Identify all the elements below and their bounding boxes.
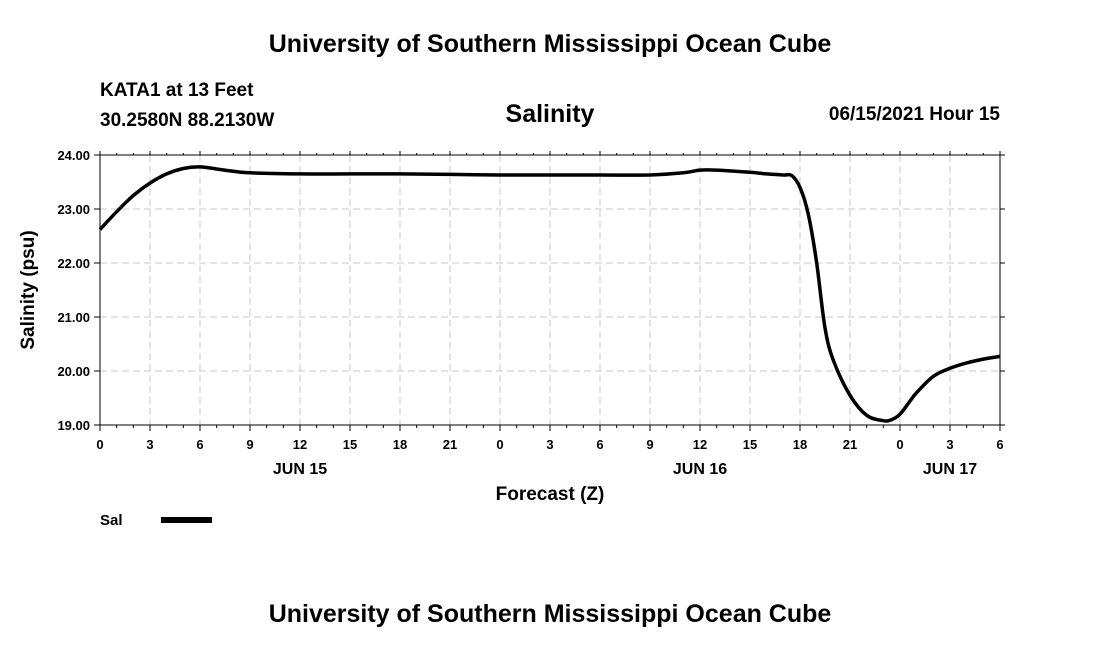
- x-tick-label: 0: [96, 437, 103, 452]
- x-tick-label: 12: [693, 437, 707, 452]
- x-tick-label: 21: [843, 437, 857, 452]
- x-tick-label: 12: [293, 437, 307, 452]
- day-label: JUN 15: [273, 461, 327, 478]
- y-axis-label: Salinity (psu): [18, 230, 39, 349]
- forecast-datetime: 06/15/2021 Hour 15: [828, 104, 1000, 125]
- y-tick-label: 24.00: [57, 148, 90, 163]
- x-tick-label: 6: [996, 437, 1003, 452]
- x-tick-label: 18: [393, 437, 407, 452]
- station-coordinates: 30.2580N 88.2130W: [100, 110, 275, 131]
- x-tick-label: 9: [246, 437, 253, 452]
- station-info: KATA1 at 13 Feet 30.2580N 88.2130W: [100, 76, 274, 136]
- day-label: JUN 17: [923, 461, 977, 478]
- x-tick-label: 0: [496, 437, 503, 452]
- top-title: University of Southern Mississippi Ocean…: [268, 30, 832, 58]
- x-tick-label: 6: [596, 437, 603, 452]
- x-tick-label: 15: [743, 437, 757, 452]
- x-tick-label: 9: [646, 437, 653, 452]
- day-label: JUN 16: [673, 461, 727, 478]
- x-tick-label: 0: [896, 437, 903, 452]
- x-tick-label: 15: [343, 437, 357, 452]
- x-tick-label: 3: [546, 437, 553, 452]
- bottom-title: University of Southern Mississippi Ocean…: [268, 600, 832, 628]
- station-name: KATA1 at 13 Feet: [100, 80, 254, 101]
- series-line-sal: [98, 165, 1001, 423]
- x-tick-label: 3: [146, 437, 153, 452]
- y-tick-label: 20.00: [57, 364, 90, 379]
- x-tick-label: 3: [946, 437, 953, 452]
- x-tick-label: 21: [443, 437, 457, 452]
- y-tick-label: 19.00: [57, 418, 90, 433]
- legend-label: Sal: [100, 512, 123, 529]
- y-tick-label: 22.00: [57, 256, 90, 271]
- chart-title: Salinity: [505, 100, 595, 128]
- x-tick-label: 6: [196, 437, 203, 452]
- y-tick-label: 23.00: [57, 202, 90, 217]
- y-tick-label: 21.00: [57, 310, 90, 325]
- x-axis-label: Forecast (Z): [496, 484, 605, 505]
- x-tick-label: 18: [793, 437, 807, 452]
